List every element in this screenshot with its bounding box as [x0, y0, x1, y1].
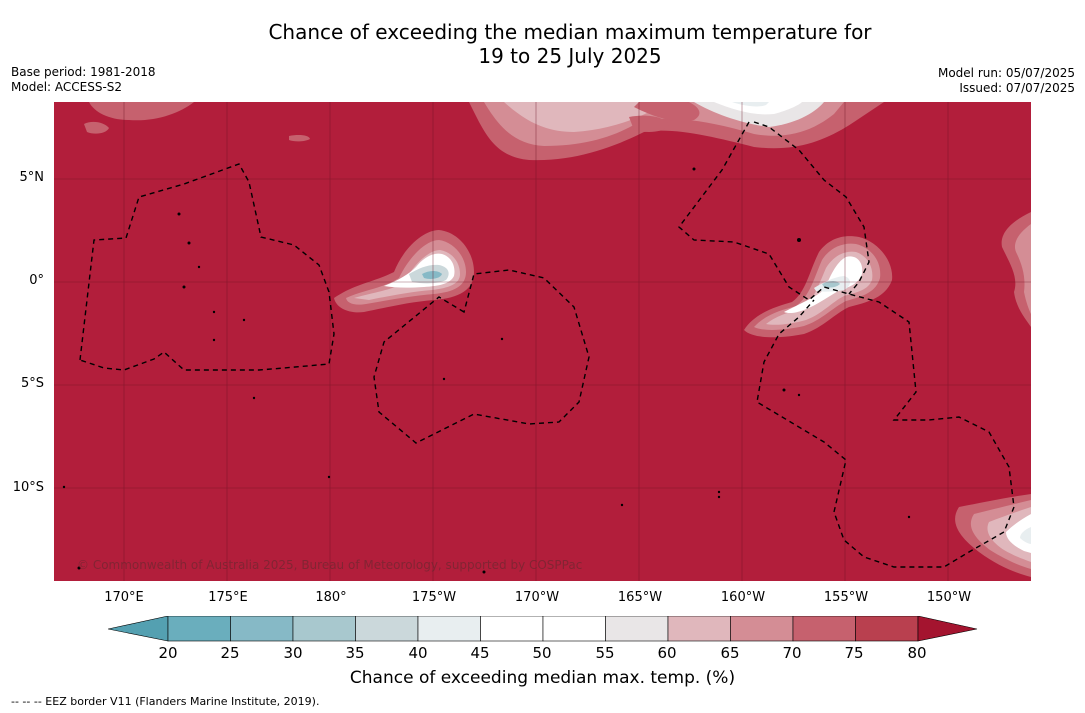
probability-field-background	[54, 102, 1031, 581]
lon-label-150w: 150°W	[926, 590, 972, 605]
lon-label-175e: 175°E	[208, 590, 248, 605]
lon-label-155w: 155°W	[823, 590, 869, 605]
map-panel	[54, 102, 1031, 581]
eez-borders	[79, 121, 1015, 568]
colorbar-cell	[730, 615, 794, 642]
eez-footer-note: -- -- -- EEZ border V11 (Flanders Marine…	[11, 695, 320, 708]
anomaly-right	[744, 236, 893, 338]
lat-label-0: 0°	[29, 273, 44, 288]
colorbar-cells	[167, 615, 919, 642]
anomaly-southeast	[955, 494, 1031, 577]
colorbar-cell	[230, 615, 294, 642]
colorbar-tick-80: 80	[907, 644, 927, 662]
copyright-credit: © Commonwealth of Australia 2025, Bureau…	[77, 558, 583, 572]
colorbar-tick-45: 45	[470, 644, 490, 662]
colorbar-over-arrow	[917, 615, 978, 642]
lat-label-5s: 5°S	[20, 376, 44, 391]
lon-label-175w: 175°W	[411, 590, 457, 605]
colorbar-tick-40: 40	[408, 644, 428, 662]
anomaly-top-center	[469, 102, 884, 161]
colorbar-tick-35: 35	[345, 644, 365, 662]
meta-right: Model run: 05/07/2025 Issued: 07/07/2025	[938, 66, 1075, 96]
colorbar-cell	[355, 615, 419, 642]
colorbar-tick-55: 55	[595, 644, 615, 662]
colorbar-cell	[480, 615, 544, 642]
lat-label-5n: 5°N	[19, 170, 45, 185]
map-canvas	[54, 102, 1031, 581]
colorbar-tick-25: 25	[220, 644, 240, 662]
colorbar-tick-30: 30	[283, 644, 303, 662]
colorbar-svg	[107, 615, 978, 642]
lat-label-10s: 10°S	[12, 480, 44, 495]
title-line-1: Chance of exceeding the median maximum t…	[268, 20, 872, 44]
colorbar-tick-75: 75	[844, 644, 864, 662]
colorbar-tick-70: 70	[782, 644, 802, 662]
colorbar	[107, 615, 978, 646]
graticule	[54, 102, 1031, 581]
colorbar-tick-60: 60	[657, 644, 677, 662]
anomaly-east-edge	[1001, 212, 1031, 327]
colorbar-tick-20: 20	[158, 644, 178, 662]
lon-label-160w: 160°W	[720, 590, 766, 605]
base-period: Base period: 1981-2018	[11, 65, 156, 79]
lon-label-165w: 165°W	[617, 590, 663, 605]
meta-left: Base period: 1981-2018 Model: ACCESS-S2	[11, 65, 156, 95]
model-name: Model: ACCESS-S2	[11, 80, 123, 94]
colorbar-cell	[792, 615, 856, 642]
colorbar-cell	[292, 615, 356, 642]
issued-date: Issued: 07/07/2025	[959, 81, 1075, 95]
colorbar-cell	[667, 615, 731, 642]
lon-label-180: 180°	[315, 590, 347, 605]
lon-label-170e: 170°E	[104, 590, 144, 605]
colorbar-cell	[167, 615, 231, 642]
colorbar-cell	[605, 615, 669, 642]
title-line-2: 19 to 25 July 2025	[478, 44, 662, 68]
colorbar-cell	[542, 615, 606, 642]
colorbar-cell	[855, 615, 919, 642]
model-run: Model run: 05/07/2025	[937, 66, 1075, 80]
colorbar-tick-50: 50	[532, 644, 552, 662]
colorbar-cell	[417, 615, 481, 642]
map-title: Chance of exceeding the median maximum t…	[0, 20, 1085, 68]
colorbar-under-arrow	[107, 615, 169, 642]
colorbar-label: Chance of exceeding median max. temp. (%…	[349, 668, 736, 688]
lon-label-170w: 170°W	[514, 590, 560, 605]
colorbar-tick-65: 65	[720, 644, 740, 662]
anomaly-center	[334, 230, 474, 313]
island-dots	[62, 167, 911, 574]
